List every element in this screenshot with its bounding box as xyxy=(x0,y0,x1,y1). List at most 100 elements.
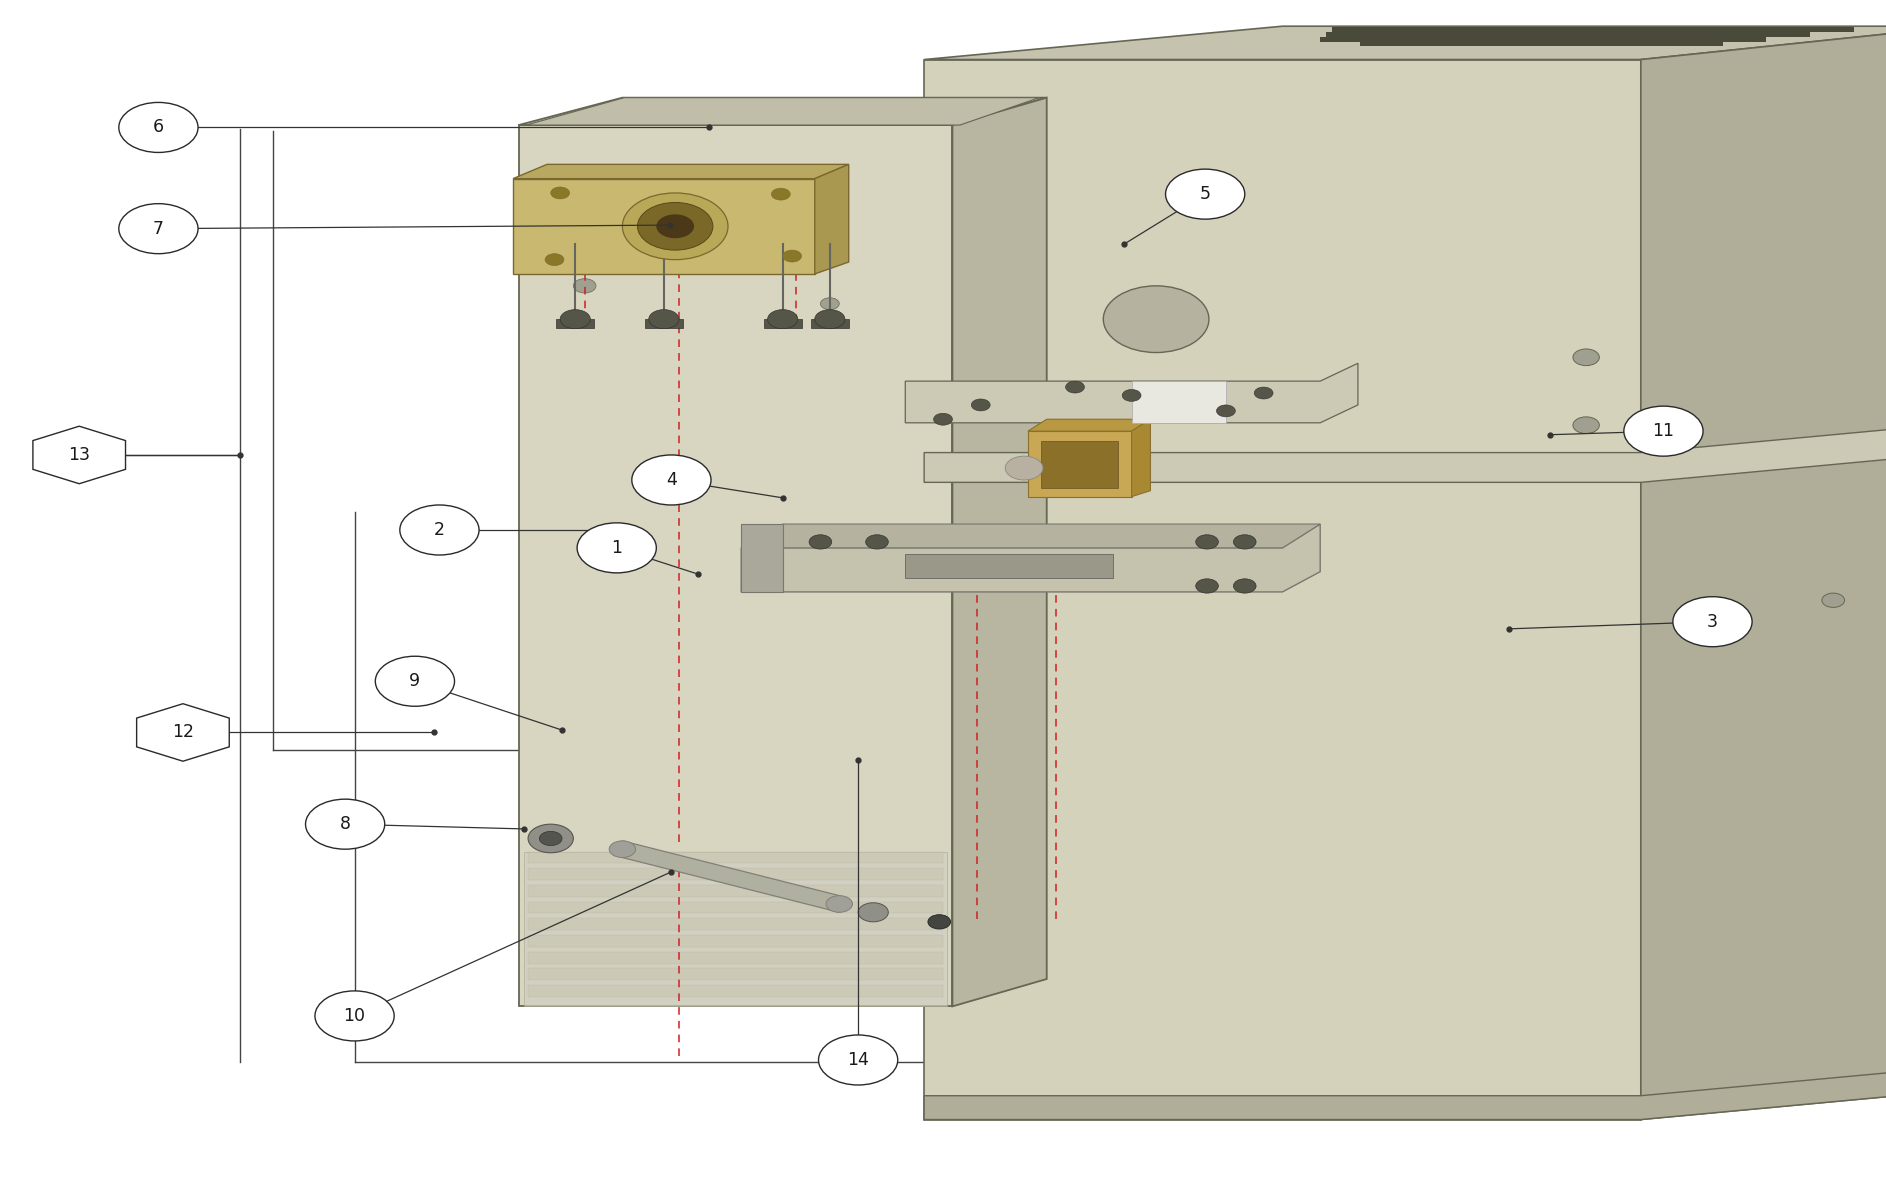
Polygon shape xyxy=(1671,37,1722,42)
Circle shape xyxy=(609,841,636,858)
Circle shape xyxy=(1122,389,1141,401)
Circle shape xyxy=(632,455,711,505)
Polygon shape xyxy=(811,319,849,328)
Polygon shape xyxy=(924,423,1886,482)
Circle shape xyxy=(1233,579,1256,593)
Circle shape xyxy=(545,254,564,266)
Circle shape xyxy=(375,656,455,706)
Circle shape xyxy=(400,505,479,555)
Polygon shape xyxy=(1628,37,1679,42)
Circle shape xyxy=(119,102,198,152)
Polygon shape xyxy=(519,98,1047,125)
Text: 10: 10 xyxy=(343,1006,366,1025)
Polygon shape xyxy=(1448,42,1501,46)
Polygon shape xyxy=(741,524,1320,548)
Polygon shape xyxy=(136,704,230,761)
Circle shape xyxy=(928,915,951,929)
Circle shape xyxy=(551,187,570,199)
Polygon shape xyxy=(1462,27,1507,32)
Polygon shape xyxy=(1403,42,1456,46)
Polygon shape xyxy=(1631,32,1679,37)
Polygon shape xyxy=(1541,37,1590,42)
Circle shape xyxy=(656,214,694,238)
Circle shape xyxy=(1103,286,1209,353)
Polygon shape xyxy=(1418,27,1464,32)
Circle shape xyxy=(971,399,990,411)
Polygon shape xyxy=(528,885,943,897)
Polygon shape xyxy=(645,319,683,328)
Circle shape xyxy=(783,250,802,262)
Polygon shape xyxy=(622,841,839,912)
Polygon shape xyxy=(1028,419,1150,431)
Polygon shape xyxy=(1679,27,1724,32)
Polygon shape xyxy=(764,319,802,328)
Text: 9: 9 xyxy=(409,672,421,691)
Polygon shape xyxy=(1326,32,1373,37)
Polygon shape xyxy=(1132,381,1226,423)
Polygon shape xyxy=(1028,431,1132,497)
Circle shape xyxy=(1216,405,1235,417)
Text: 1: 1 xyxy=(611,538,622,557)
Circle shape xyxy=(560,310,590,329)
Circle shape xyxy=(826,896,852,912)
Text: 12: 12 xyxy=(172,723,194,742)
Polygon shape xyxy=(1765,27,1811,32)
Polygon shape xyxy=(924,1066,1886,1120)
Polygon shape xyxy=(1409,37,1458,42)
Polygon shape xyxy=(1809,27,1854,32)
Circle shape xyxy=(820,298,839,310)
Polygon shape xyxy=(1641,26,1886,1120)
Circle shape xyxy=(815,310,845,329)
Circle shape xyxy=(637,202,713,250)
Polygon shape xyxy=(513,179,815,274)
Polygon shape xyxy=(905,363,1358,423)
Polygon shape xyxy=(1364,37,1414,42)
Circle shape xyxy=(577,523,656,573)
Text: 3: 3 xyxy=(1707,612,1718,631)
Circle shape xyxy=(1196,579,1218,593)
Polygon shape xyxy=(905,554,1113,578)
Polygon shape xyxy=(1635,27,1680,32)
Polygon shape xyxy=(1537,42,1590,46)
Polygon shape xyxy=(524,852,947,1006)
Polygon shape xyxy=(1584,37,1635,42)
Polygon shape xyxy=(1626,42,1679,46)
Circle shape xyxy=(622,193,728,260)
Circle shape xyxy=(1066,381,1084,393)
Polygon shape xyxy=(1452,37,1503,42)
Circle shape xyxy=(1254,387,1273,399)
Polygon shape xyxy=(528,852,943,863)
Circle shape xyxy=(539,831,562,846)
Circle shape xyxy=(934,413,952,425)
Polygon shape xyxy=(1332,27,1377,32)
Text: 13: 13 xyxy=(68,445,91,464)
Polygon shape xyxy=(1456,32,1505,37)
Polygon shape xyxy=(1505,27,1550,32)
Polygon shape xyxy=(528,952,943,964)
Circle shape xyxy=(573,279,596,293)
Text: 6: 6 xyxy=(153,118,164,137)
Circle shape xyxy=(819,1035,898,1085)
Circle shape xyxy=(315,991,394,1041)
Polygon shape xyxy=(1360,42,1413,46)
Text: 11: 11 xyxy=(1652,422,1675,441)
Polygon shape xyxy=(1580,42,1633,46)
Polygon shape xyxy=(519,125,952,1006)
Text: 4: 4 xyxy=(666,470,677,490)
Circle shape xyxy=(1233,535,1256,549)
Circle shape xyxy=(1822,593,1845,607)
Text: 14: 14 xyxy=(847,1050,869,1070)
Circle shape xyxy=(771,188,790,200)
Polygon shape xyxy=(1132,419,1150,497)
Circle shape xyxy=(866,535,888,549)
Polygon shape xyxy=(741,524,783,592)
Text: 2: 2 xyxy=(434,520,445,540)
Polygon shape xyxy=(1669,42,1722,46)
Polygon shape xyxy=(528,918,943,930)
Polygon shape xyxy=(528,902,943,913)
Polygon shape xyxy=(526,98,1039,125)
Polygon shape xyxy=(1369,32,1418,37)
Polygon shape xyxy=(1592,27,1637,32)
Circle shape xyxy=(1624,406,1703,456)
Circle shape xyxy=(1196,535,1218,549)
